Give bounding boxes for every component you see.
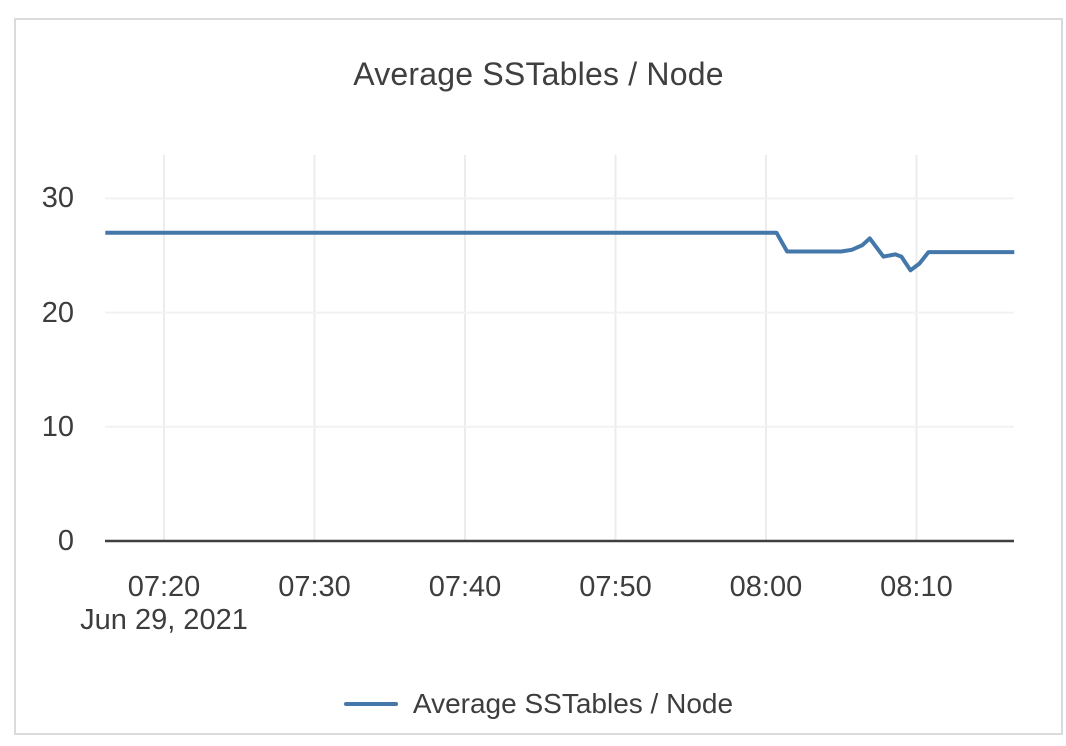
- x-tick-label: 07:30: [278, 571, 351, 603]
- legend-series-label: Average SSTables / Node: [412, 688, 734, 719]
- y-tick-label: 20: [41, 296, 74, 329]
- y-tick-label: 30: [41, 182, 74, 215]
- x-tick-label: 08:00: [729, 571, 803, 603]
- x-tick-label: 07:40: [428, 571, 502, 603]
- y-tick-label: 0: [57, 525, 74, 557]
- chart-card-inner: Average SSTables / Node 0 10 20 30 07:20 07:…: [16, 20, 1061, 733]
- legend-line-swatch-icon: [343, 702, 398, 706]
- x-axis-date-label: Jun 29, 2021: [80, 604, 248, 636]
- chart-canvas: [105, 155, 1015, 543]
- series-line-average-sstables: [105, 230, 1015, 273]
- x-tick-label: 07:20: [127, 571, 201, 603]
- x-tick-label: 07:50: [579, 571, 652, 603]
- chart-card: Average SSTables / Node 0 10 20 30 07:20 07:…: [14, 18, 1063, 735]
- x-tick-label: 08:10: [880, 571, 953, 603]
- y-tick-label: 10: [41, 410, 74, 443]
- chart-title: Average SSTables / Node: [353, 56, 724, 92]
- legend-item[interactable]: Average SSTables / Node: [16, 688, 1061, 720]
